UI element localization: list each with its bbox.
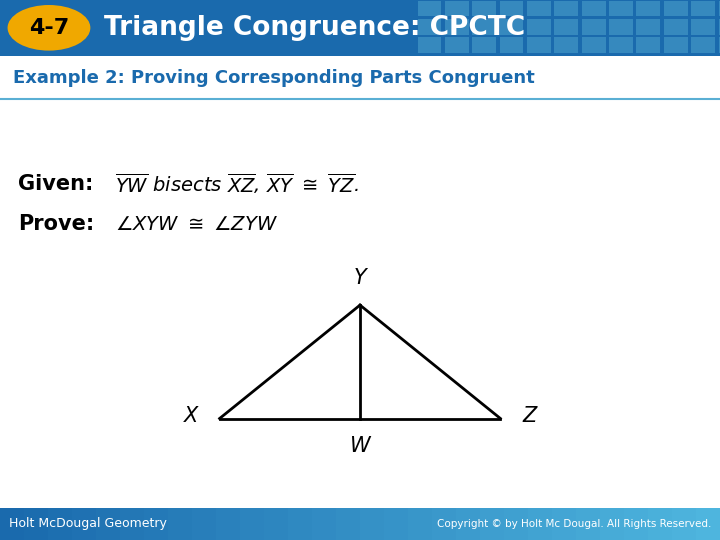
Ellipse shape xyxy=(8,5,91,51)
Bar xyxy=(582,1,606,16)
Bar xyxy=(445,19,469,35)
Bar xyxy=(691,19,715,35)
Bar xyxy=(609,19,633,35)
Bar xyxy=(624,508,648,540)
Bar xyxy=(216,508,240,540)
Text: $\overline{YW}$ bisects $\overline{XZ}$, $\overline{XY}$ $\cong$ $\overline{YZ}$: $\overline{YW}$ bisects $\overline{XZ}$,… xyxy=(115,171,359,196)
Bar xyxy=(120,508,144,540)
Bar xyxy=(664,1,688,16)
Bar xyxy=(72,508,96,540)
Bar xyxy=(636,1,660,16)
Bar xyxy=(696,508,720,540)
Text: Z: Z xyxy=(522,406,536,426)
Bar xyxy=(480,508,504,540)
Bar xyxy=(418,19,441,35)
Bar xyxy=(664,37,688,53)
Bar xyxy=(456,508,480,540)
Bar xyxy=(168,508,192,540)
Text: Holt McDougal Geometry: Holt McDougal Geometry xyxy=(9,517,166,530)
Bar xyxy=(527,19,551,35)
Bar xyxy=(576,508,600,540)
Bar xyxy=(672,508,696,540)
Bar xyxy=(0,0,720,56)
Bar xyxy=(360,508,384,540)
Text: 4-7: 4-7 xyxy=(29,18,69,38)
Bar xyxy=(445,1,469,16)
Bar xyxy=(408,508,432,540)
Bar xyxy=(691,37,715,53)
Bar xyxy=(472,37,496,53)
Bar xyxy=(554,1,578,16)
Bar xyxy=(609,1,633,16)
Bar xyxy=(500,19,523,35)
Text: Prove:: Prove: xyxy=(18,214,94,234)
Bar xyxy=(719,37,720,53)
Bar xyxy=(719,19,720,35)
Bar xyxy=(472,1,496,16)
Bar xyxy=(527,1,551,16)
Text: $\angle XYW$ $\cong$ $\angle ZYW$: $\angle XYW$ $\cong$ $\angle ZYW$ xyxy=(115,214,278,234)
Bar xyxy=(240,508,264,540)
Text: Given:: Given: xyxy=(18,173,94,194)
Bar xyxy=(418,37,441,53)
Bar xyxy=(691,1,715,16)
Bar xyxy=(96,508,120,540)
Text: Y: Y xyxy=(354,268,366,288)
Bar xyxy=(24,508,48,540)
Bar xyxy=(418,1,441,16)
Bar xyxy=(432,508,456,540)
Text: X: X xyxy=(184,406,198,426)
Bar xyxy=(664,19,688,35)
Bar xyxy=(527,37,551,53)
Text: Copyright © by Holt Mc Dougal. All Rights Reserved.: Copyright © by Holt Mc Dougal. All Right… xyxy=(437,519,711,529)
Bar xyxy=(554,19,578,35)
Bar xyxy=(528,508,552,540)
Bar xyxy=(552,508,576,540)
Bar xyxy=(504,508,528,540)
Bar xyxy=(445,37,469,53)
Bar xyxy=(582,37,606,53)
Bar xyxy=(600,508,624,540)
Bar xyxy=(0,508,24,540)
Bar xyxy=(384,508,408,540)
Bar xyxy=(288,508,312,540)
Bar xyxy=(192,508,216,540)
Bar xyxy=(500,1,523,16)
Bar xyxy=(264,508,288,540)
Bar xyxy=(472,19,496,35)
Bar xyxy=(636,37,660,53)
Bar xyxy=(554,37,578,53)
Bar xyxy=(719,1,720,16)
Bar xyxy=(609,37,633,53)
Text: W: W xyxy=(350,436,370,456)
Bar xyxy=(144,508,168,540)
Bar xyxy=(336,508,360,540)
Bar xyxy=(636,19,660,35)
Bar xyxy=(582,19,606,35)
Bar xyxy=(500,37,523,53)
Bar xyxy=(48,508,72,540)
Text: Triangle Congruence: CPCTC: Triangle Congruence: CPCTC xyxy=(104,15,526,41)
Bar xyxy=(648,508,672,540)
Text: Example 2: Proving Corresponding Parts Congruent: Example 2: Proving Corresponding Parts C… xyxy=(13,69,535,87)
Bar xyxy=(312,508,336,540)
